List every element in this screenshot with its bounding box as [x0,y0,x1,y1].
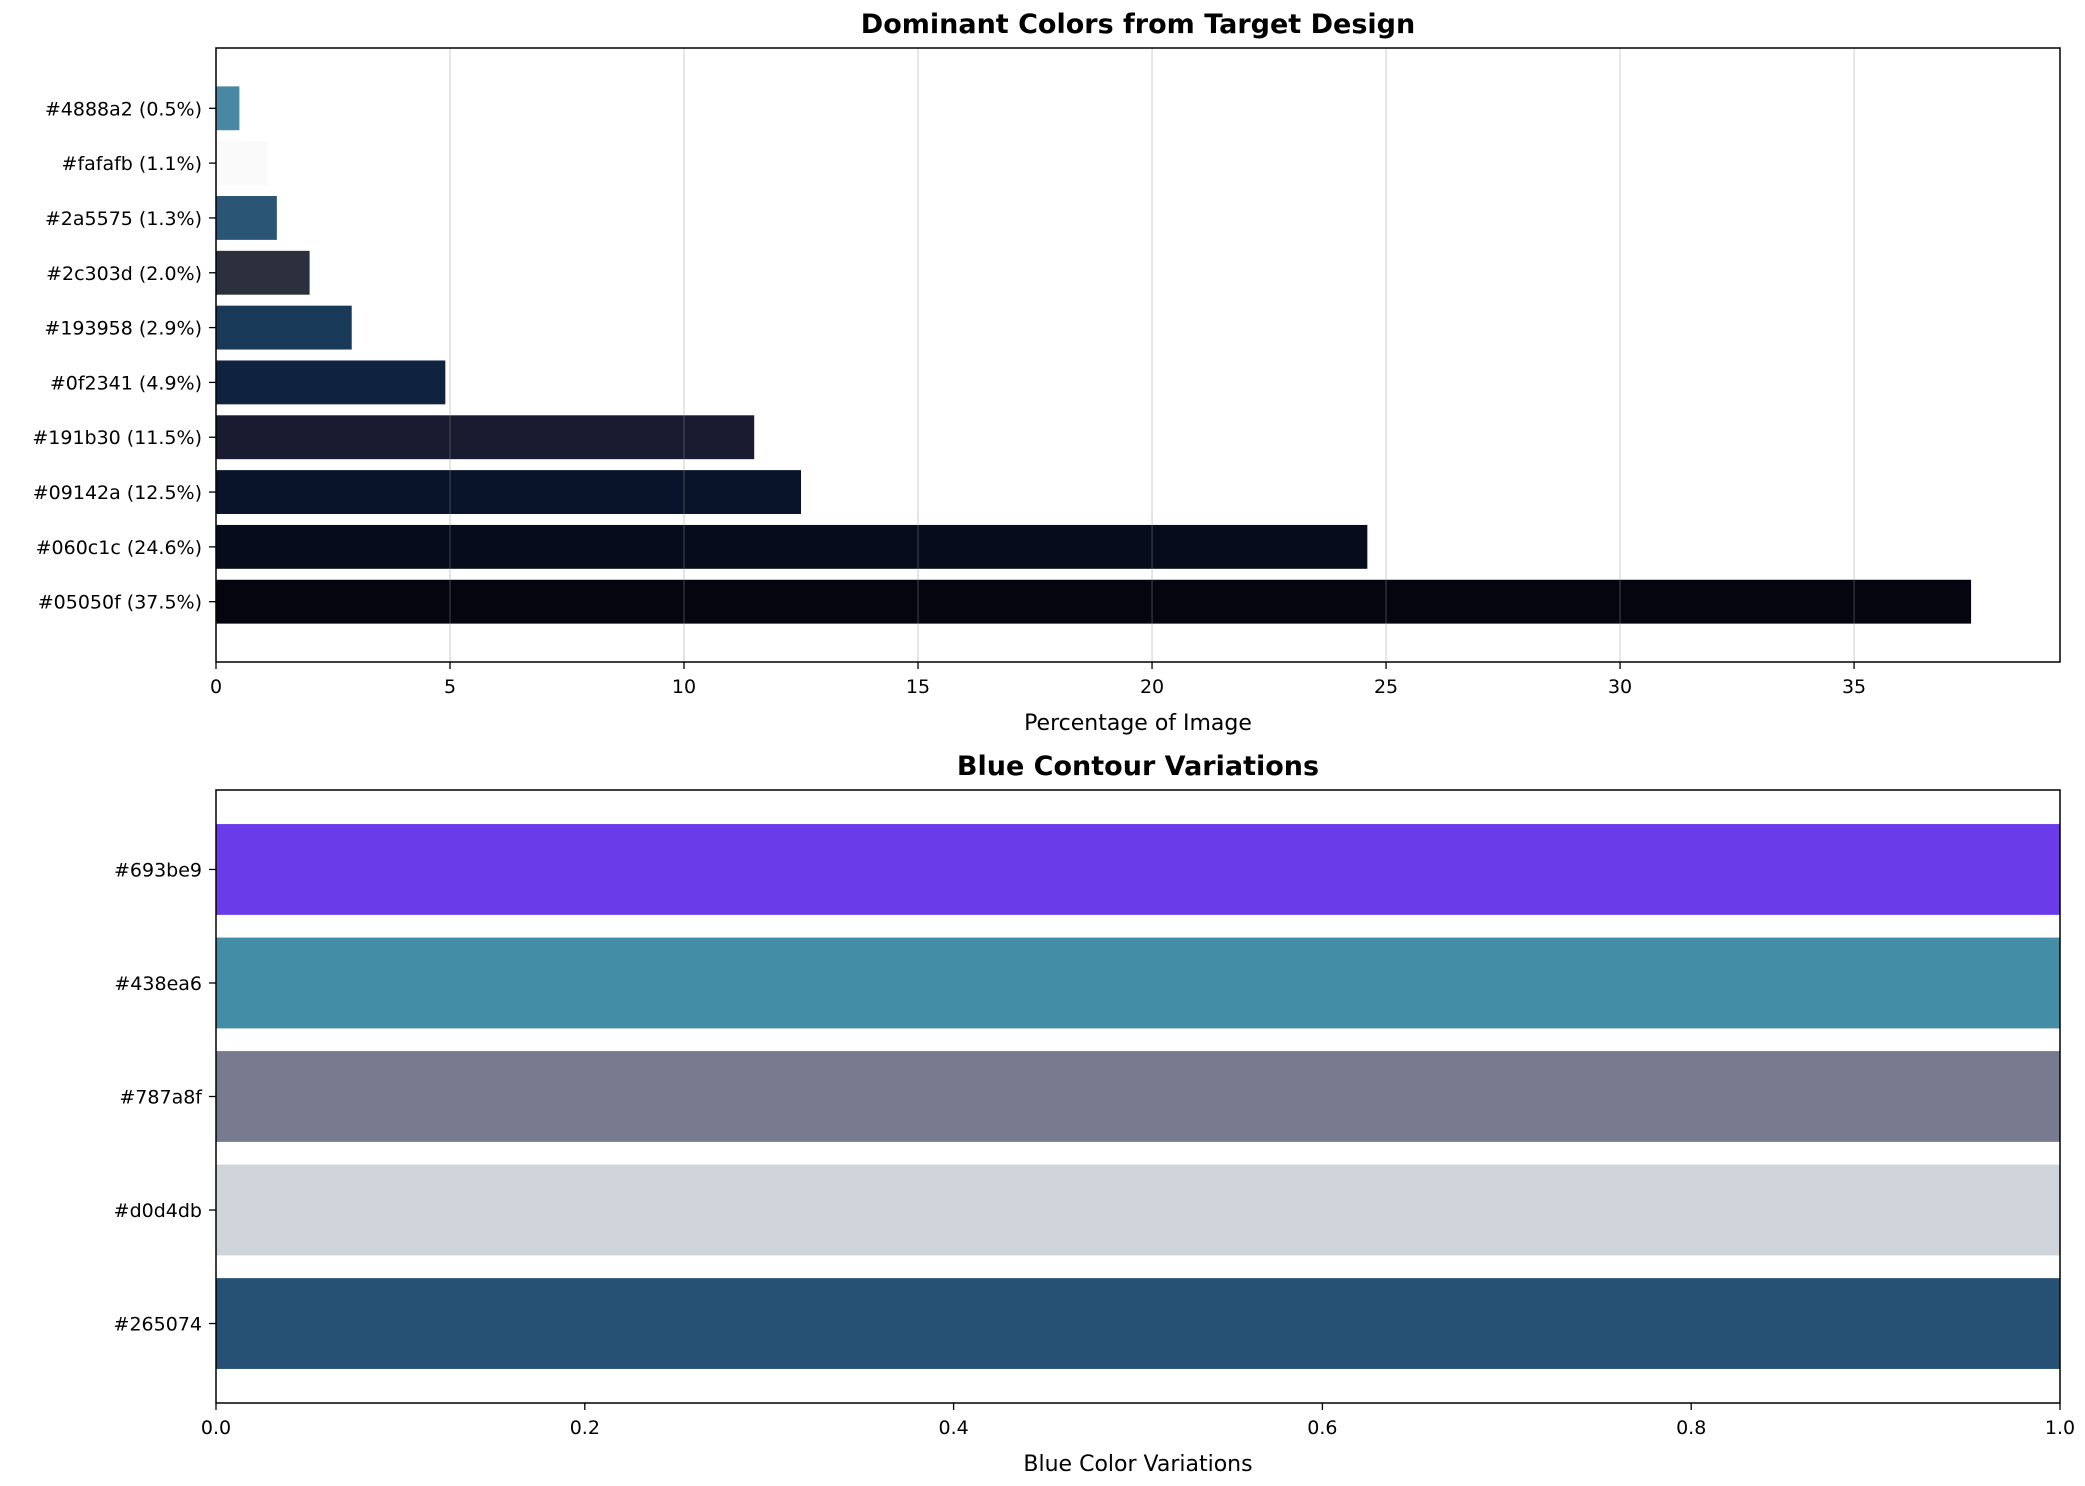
x-tick-label: 0.0 [201,1417,231,1439]
y-tick-label: #0f2341 (4.9%) [50,372,202,394]
y-tick-label: #09142a (12.5%) [33,482,202,504]
bar [216,305,352,350]
x-tick-label: 25 [1374,676,1398,698]
y-tick-label: #060c1c (24.6%) [36,537,202,559]
y-tick-label: #191b30 (11.5%) [32,427,202,449]
y-tick-label: #2a5575 (1.3%) [45,208,202,230]
bar [216,141,268,186]
x-tick-label: 0.2 [570,1417,600,1439]
y-tick-label: #787a8f [119,1087,203,1109]
y-tick-label: #2c303d (2.0%) [46,263,202,285]
bar [216,415,755,460]
axes-frame [215,47,2061,663]
chart-title: Blue Contour Variations [957,751,1319,782]
x-tick-label: 0.8 [1676,1417,1706,1439]
bar [216,470,802,514]
x-tick-label: 15 [906,676,930,698]
x-axis-label: Percentage of Image [1024,711,1252,736]
x-tick-label: 0 [210,676,222,698]
y-tick-label: #265074 [114,1314,202,1336]
y-tick-label: #05050f (37.5%) [38,592,202,614]
y-tick-label: #693be9 [114,859,202,881]
y-tick-label: #d0d4db [114,1200,202,1222]
x-tick-label: 0.6 [1307,1417,1337,1439]
y-tick-label: #193958 (2.9%) [44,318,202,340]
y-tick-label: #438ea6 [114,973,202,995]
bar [216,1164,2060,1256]
bar [216,86,240,131]
x-tick-label: 30 [1608,676,1632,698]
x-axis-label: Blue Color Variations [1023,1452,1252,1477]
y-tick-label: #4888a2 (0.5%) [45,98,202,120]
bar [216,937,2060,1029]
bar [216,196,277,240]
bar [216,360,446,405]
bar [216,250,310,295]
bar [216,1051,2060,1142]
x-tick-label: 5 [444,676,456,698]
bar [216,524,1368,569]
bar [216,1278,2060,1369]
x-tick-label: 1.0 [2045,1417,2075,1439]
x-tick-label: 0.4 [938,1417,968,1439]
x-tick-label: 10 [672,676,696,698]
x-tick-label: 20 [1140,676,1164,698]
bar [216,824,2060,915]
bar [216,579,1972,624]
chart-title: Dominant Colors from Target Design [861,9,1415,40]
x-tick-label: 35 [1842,676,1866,698]
y-tick-label: #fafafb (1.1%) [62,153,202,175]
